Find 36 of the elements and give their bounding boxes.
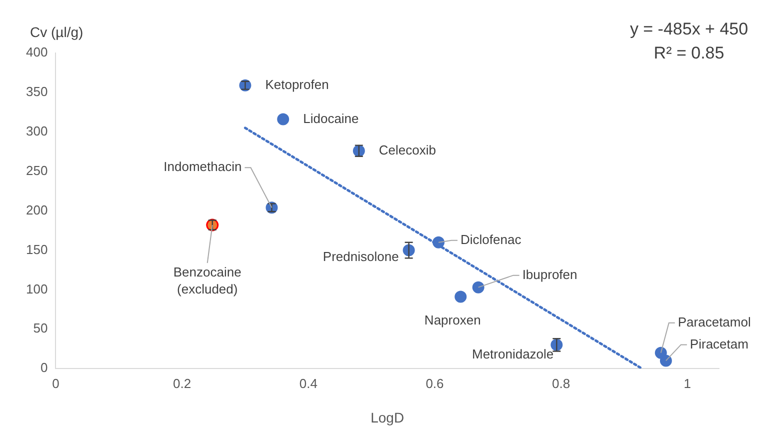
annotation: R² = 0.85 (654, 44, 724, 63)
x-tick-label: 0.2 (172, 376, 192, 391)
point (660, 354, 672, 367)
y-tick-label: 100 (26, 281, 48, 296)
annotation: Piracetam (690, 336, 748, 352)
annotation: Paracetamol (678, 314, 751, 330)
y-tick-label: 250 (26, 162, 48, 178)
annotation: Ketoprofen (265, 76, 329, 92)
x-tick-label: 0.4 (299, 376, 318, 391)
x-tick-label: 1 (684, 376, 692, 391)
annotation: Naproxen (424, 312, 481, 328)
point (454, 290, 467, 303)
y-tick-label: 200 (26, 202, 48, 218)
annotation: Celecoxib (378, 142, 436, 158)
text: y = -485x + 450 (630, 20, 748, 39)
annotation: Metronidazole (472, 346, 554, 362)
annotation: Benzocaine (excluded) (173, 264, 242, 297)
y-tick-label: 0 (40, 360, 48, 376)
y-tick-label: 400 (26, 44, 48, 60)
point (472, 281, 484, 294)
y-tick-label: 150 (26, 242, 48, 257)
annotation: Ibuprofen (522, 266, 578, 282)
x-tick-label: 0.6 (426, 376, 444, 391)
y-tick-label: 350 (26, 84, 48, 100)
y-tick-label: 300 (26, 123, 48, 138)
annotation: Indomethacin (164, 159, 242, 174)
annotation: Prednisolone (322, 248, 399, 264)
annotation: Lidocaine (303, 110, 359, 126)
x-tick-label: 0.8 (552, 376, 570, 391)
x-tick-label: 0 (52, 376, 60, 391)
y-tick-label: 50 (33, 320, 48, 336)
x-axis-title: LogD (370, 409, 404, 426)
point (277, 113, 290, 126)
annotation: Diclofenac (460, 232, 522, 247)
y-axis-title: Cv (µl/g) (30, 24, 84, 40)
point (432, 236, 445, 248)
